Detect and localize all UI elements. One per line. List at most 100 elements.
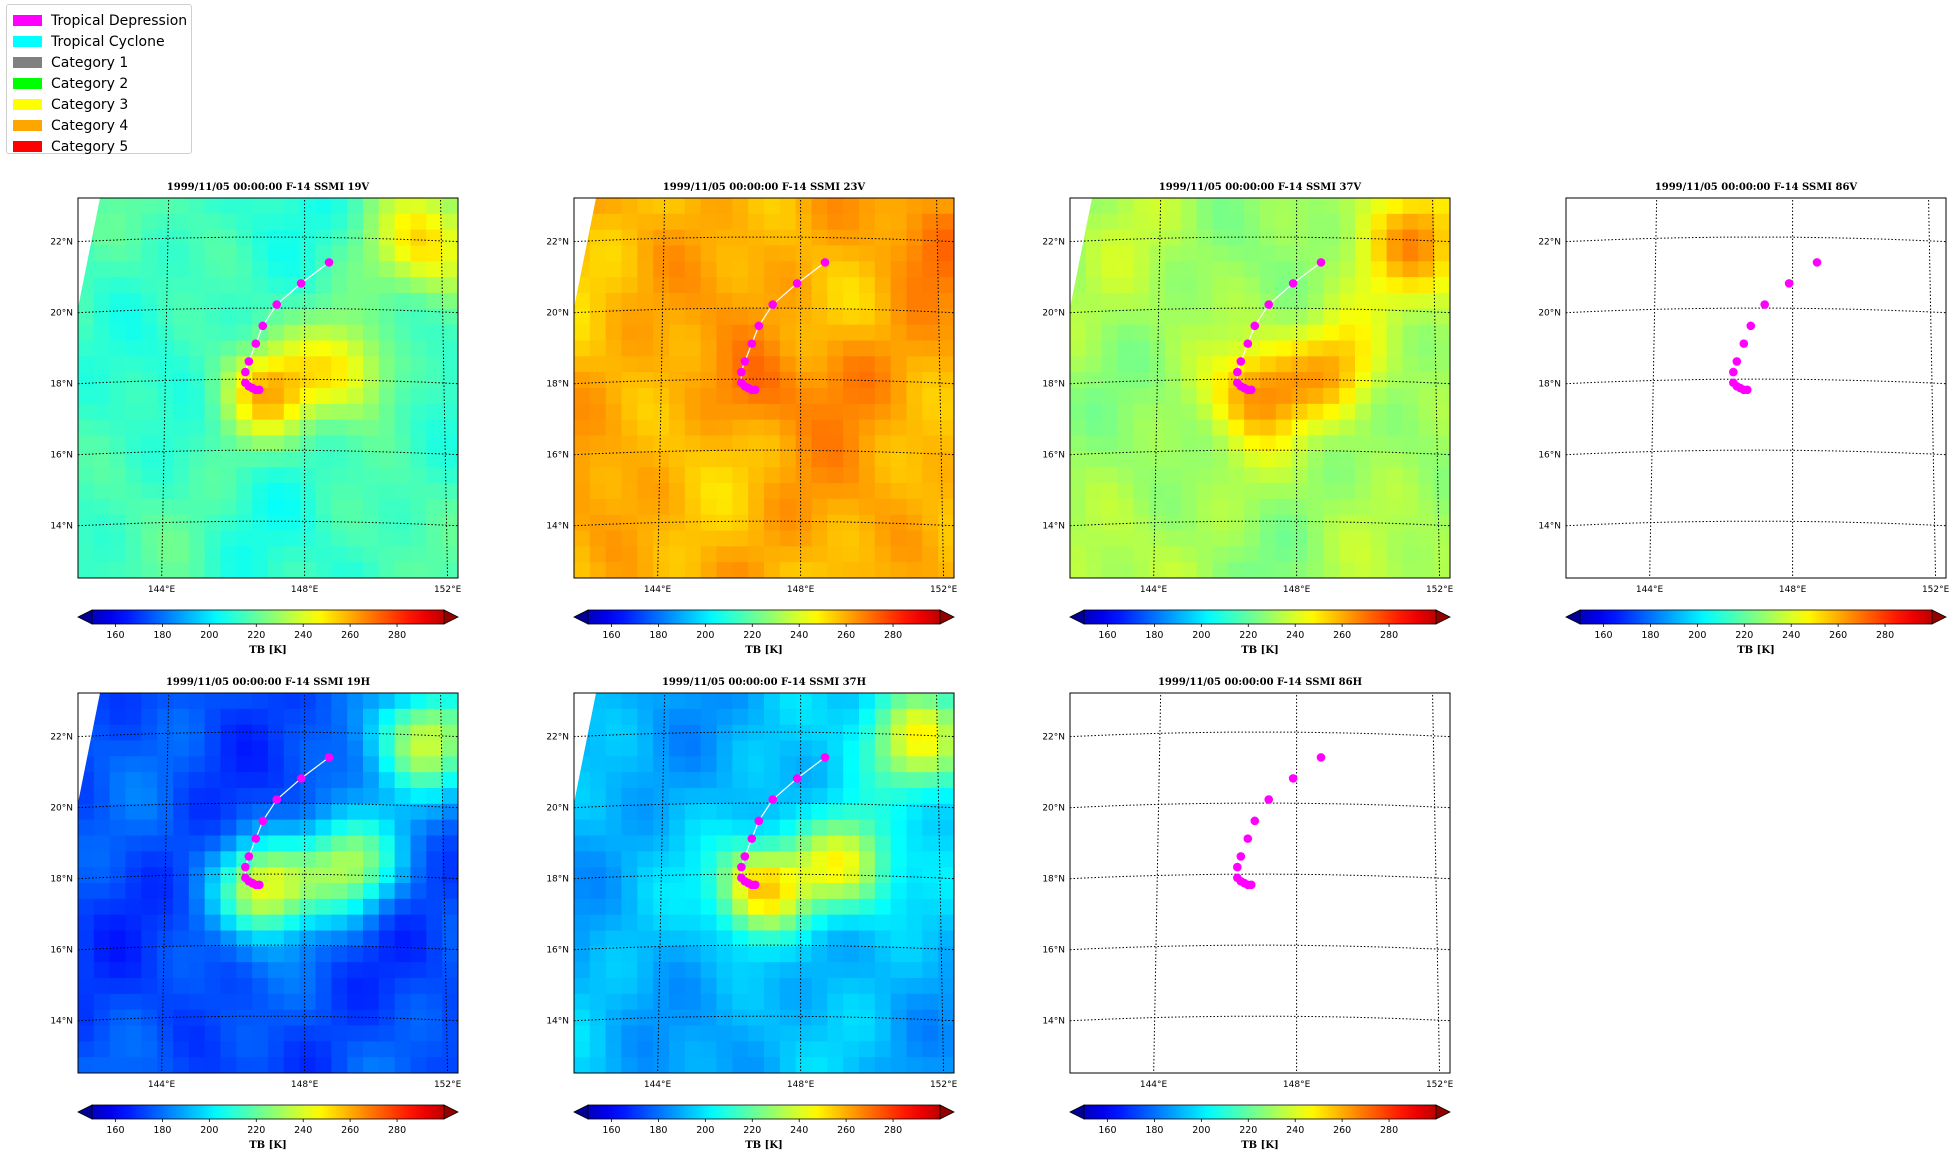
tb-cell <box>220 693 237 710</box>
tb-cell <box>426 213 443 231</box>
tb-cell <box>188 756 206 773</box>
tb-cell <box>236 993 253 1011</box>
tb-cell <box>173 819 190 837</box>
tb-cell <box>204 788 222 805</box>
tb-cell <box>93 467 111 484</box>
tb-cell <box>700 451 718 468</box>
tb-cell <box>653 930 670 947</box>
colorbar-tick-label: 180 <box>1145 630 1163 641</box>
tb-cell <box>1165 372 1182 389</box>
tb-cell <box>204 1025 222 1042</box>
tb-cell <box>716 740 733 757</box>
tb-cell <box>1180 277 1198 294</box>
lon-tick-label: 148°E <box>787 585 815 595</box>
tb-cell <box>315 835 332 852</box>
tb-cell <box>621 772 638 789</box>
tb-cell <box>779 835 797 852</box>
tb-cell <box>1133 372 1150 389</box>
tb-cell <box>906 340 923 357</box>
tb-cell <box>811 914 828 932</box>
tb-cell <box>109 308 127 326</box>
tb-cell <box>1133 483 1150 500</box>
tb-cell <box>684 245 702 262</box>
tb-cell <box>1149 229 1166 247</box>
tb-cell <box>1339 530 1356 547</box>
tb-cell <box>188 867 206 884</box>
tb-cell <box>779 340 797 357</box>
tb-cell <box>874 1057 892 1073</box>
tb-cell <box>109 724 127 742</box>
tb-cell <box>938 293 954 310</box>
tb-cell <box>394 293 412 310</box>
tb-cell <box>125 498 142 516</box>
tb-cell <box>442 946 458 963</box>
tb-cell <box>204 483 222 500</box>
tb-cell <box>621 740 638 757</box>
tb-cell <box>109 562 127 578</box>
tb-cell <box>141 1041 158 1058</box>
panel-title: 1999/11/05 00:00:00 F-14 SSMI 37V <box>1159 182 1362 193</box>
tb-cell <box>1370 198 1388 215</box>
tb-cell <box>363 724 380 742</box>
tb-cell <box>426 772 443 789</box>
tb-cell <box>1370 562 1388 578</box>
tb-cell <box>1402 308 1419 326</box>
tb-cell <box>188 851 206 868</box>
tb-cell <box>1370 261 1388 278</box>
tb-cell <box>1434 435 1450 452</box>
parallel-gridline <box>1566 449 1946 456</box>
tb-cell <box>890 293 908 310</box>
tb-cell <box>220 756 237 773</box>
tb-cell <box>605 708 623 726</box>
parallel-gridline <box>1070 1015 1450 1022</box>
tb-cell <box>764 388 781 405</box>
tb-cell <box>669 946 686 963</box>
tb-cell <box>669 483 686 500</box>
tb-cell <box>347 277 364 294</box>
tb-cell <box>653 277 670 294</box>
tb-cell <box>1307 388 1324 405</box>
map-frame <box>77 692 459 1074</box>
tb-cell <box>1244 213 1261 231</box>
tb-cell <box>283 772 301 789</box>
tb-cell <box>795 883 813 900</box>
tb-cell <box>779 229 797 247</box>
tb-cell <box>1101 308 1119 326</box>
tb-cell <box>874 1041 892 1058</box>
tb-cell <box>1402 213 1419 231</box>
tb-cell <box>779 756 797 773</box>
tb-cell <box>442 261 458 278</box>
tb-cell <box>732 277 749 294</box>
tb-cell <box>938 914 954 932</box>
tb-cell <box>1307 356 1324 373</box>
tb-cell <box>283 1009 301 1027</box>
tb-cell <box>1101 435 1119 452</box>
tb-cell <box>637 198 654 215</box>
tb-cell <box>1196 293 1214 310</box>
parallel-gridline <box>574 236 954 243</box>
tb-cell <box>299 1057 317 1073</box>
tb-cell <box>700 277 718 294</box>
tb-cell <box>906 883 923 900</box>
parallel-gridline <box>574 731 954 738</box>
tb-cell <box>1307 372 1324 389</box>
tb-cell <box>764 851 781 868</box>
tb-cell <box>1370 483 1388 500</box>
tb-cell <box>669 772 686 789</box>
tb-cell <box>1244 293 1261 310</box>
tb-cell <box>1133 356 1150 373</box>
tb-cell <box>922 803 939 821</box>
tb-cell <box>764 483 781 500</box>
tb-cell <box>283 1041 301 1058</box>
tb-cell <box>1165 467 1182 484</box>
tb-cell <box>827 835 844 852</box>
tb-cell <box>621 245 638 262</box>
tb-cell <box>1212 245 1229 262</box>
tb-cell <box>315 962 332 979</box>
tb-cell <box>426 946 443 963</box>
tb-cell <box>589 867 607 884</box>
tb-cell <box>748 261 765 278</box>
tb-cell <box>442 467 458 484</box>
tb-cell <box>859 514 876 532</box>
tb-cell <box>637 772 654 789</box>
